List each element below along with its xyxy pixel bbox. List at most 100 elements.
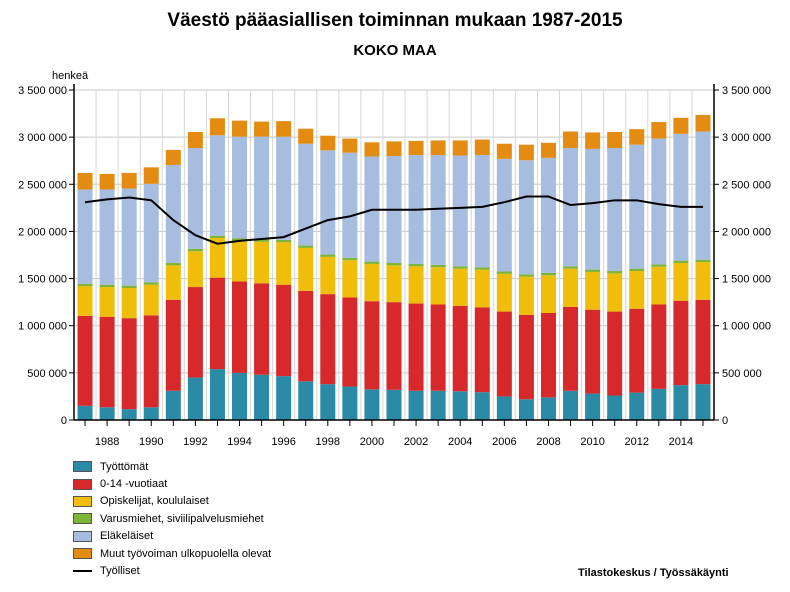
legend-line-swatch xyxy=(73,570,92,573)
bar-segment xyxy=(386,141,402,156)
bar-segment xyxy=(77,286,93,316)
y-tick-label-right: 3 000 000 xyxy=(722,132,771,144)
y-tick-label-right: 1 000 000 xyxy=(722,321,771,333)
bar-segment xyxy=(474,155,490,268)
bar-segment xyxy=(695,259,711,263)
x-tick-label: 2008 xyxy=(536,436,560,448)
y-tick-label: 500 000 xyxy=(27,368,67,380)
bar-segment xyxy=(518,144,534,161)
legend: Työttömät 0-14 -vuotiaat Opiskelijat, ko… xyxy=(73,458,271,580)
bar-segment xyxy=(585,148,601,270)
bars xyxy=(77,114,711,420)
bar-segment xyxy=(320,294,336,385)
bar-segment xyxy=(143,167,159,184)
bar-segment xyxy=(673,260,689,264)
bar-segment xyxy=(408,140,424,156)
bar-segment xyxy=(408,303,424,391)
x-tick-label: 2000 xyxy=(360,436,384,448)
bar-segment xyxy=(121,285,137,288)
x-tick-label: 1998 xyxy=(316,436,340,448)
bar-segment xyxy=(651,266,667,305)
bar-segment xyxy=(651,138,667,265)
bar-segment xyxy=(629,271,645,309)
bar-segment xyxy=(518,399,534,420)
bar-segment xyxy=(342,297,358,387)
bar-segment xyxy=(165,164,181,264)
bar-segment xyxy=(254,241,270,284)
bar-segment xyxy=(651,264,667,267)
x-tick-label: 1990 xyxy=(139,436,163,448)
bar-segment xyxy=(298,381,314,420)
y-tick-label-right: 3 500 000 xyxy=(722,85,771,97)
bar-segment xyxy=(496,271,512,274)
bar-segment xyxy=(209,238,225,278)
bar-segment xyxy=(232,281,248,373)
legend-item: 0-14 -vuotiaat xyxy=(73,475,271,492)
x-tick-label: 2002 xyxy=(404,436,428,448)
bar-segment xyxy=(607,271,623,274)
bar-segment xyxy=(77,172,93,190)
bar-segment xyxy=(232,240,248,282)
y-axis-label: henkeä xyxy=(52,70,89,82)
bar-segment xyxy=(518,274,534,277)
bar-segment xyxy=(320,135,336,151)
bar-segment xyxy=(452,155,468,267)
bar-segment xyxy=(99,189,115,285)
bar-segment xyxy=(232,120,248,137)
bar-segment xyxy=(143,407,159,420)
x-tick-label: 1996 xyxy=(271,436,295,448)
bar-segment xyxy=(232,372,248,420)
bar-segment xyxy=(99,287,115,317)
bar-segment xyxy=(276,284,292,377)
bar-segment xyxy=(209,369,225,420)
bar-segment xyxy=(121,288,137,319)
bar-segment xyxy=(629,129,645,145)
bar-segment xyxy=(342,386,358,420)
bar-segment xyxy=(651,122,667,139)
bar-segment xyxy=(540,397,556,420)
bar-segment xyxy=(298,247,314,291)
source-note: Tilastokeskus / Työssäkäynti xyxy=(578,567,729,579)
bar-segment xyxy=(452,305,468,392)
y-tick-label-right: 1 500 000 xyxy=(722,274,771,286)
bar-segment xyxy=(254,121,270,137)
bar-segment xyxy=(518,276,534,315)
x-tick-label: 1988 xyxy=(95,436,119,448)
bar-segment xyxy=(209,118,225,136)
bar-segment xyxy=(430,304,446,391)
bar-segment xyxy=(77,405,93,420)
bar-segment xyxy=(320,150,336,255)
bar-segment xyxy=(77,315,93,406)
bar-segment xyxy=(430,267,446,305)
bar-segment xyxy=(386,263,402,266)
bar-segment xyxy=(496,143,512,159)
line-employed xyxy=(84,195,703,245)
legend-label: Muut työvoiman ulkopuolella olevat xyxy=(100,547,272,560)
bar-segment xyxy=(99,284,115,288)
bar-segment xyxy=(673,117,689,134)
bar-segment xyxy=(364,301,380,390)
legend-label: Työttömät xyxy=(100,460,149,473)
bar-segment xyxy=(276,136,292,240)
legend-swatch xyxy=(73,495,92,507)
y-tick-label: 2 500 000 xyxy=(18,179,67,191)
bar-segment xyxy=(232,136,248,239)
x-tick-label: 2004 xyxy=(448,436,472,448)
bar-segment xyxy=(187,147,203,249)
x-tick-label: 2012 xyxy=(625,436,649,448)
bar-segment xyxy=(540,142,556,158)
bar-segment xyxy=(452,140,468,156)
bar-segment xyxy=(342,138,358,153)
bar-segment xyxy=(607,273,623,312)
bar-segment xyxy=(209,235,225,239)
bar-segment xyxy=(298,128,314,144)
bar-segment xyxy=(629,308,645,393)
bar-segment xyxy=(187,287,203,378)
y-tick-label: 1 000 000 xyxy=(18,321,67,333)
bar-segment xyxy=(254,374,270,420)
bar-segment xyxy=(585,271,601,310)
chart-title: Väestö pääasiallisen toiminnan mukaan 19… xyxy=(167,10,623,31)
y-tick-label-right: 2 000 000 xyxy=(722,226,771,238)
bar-segment xyxy=(254,136,270,240)
